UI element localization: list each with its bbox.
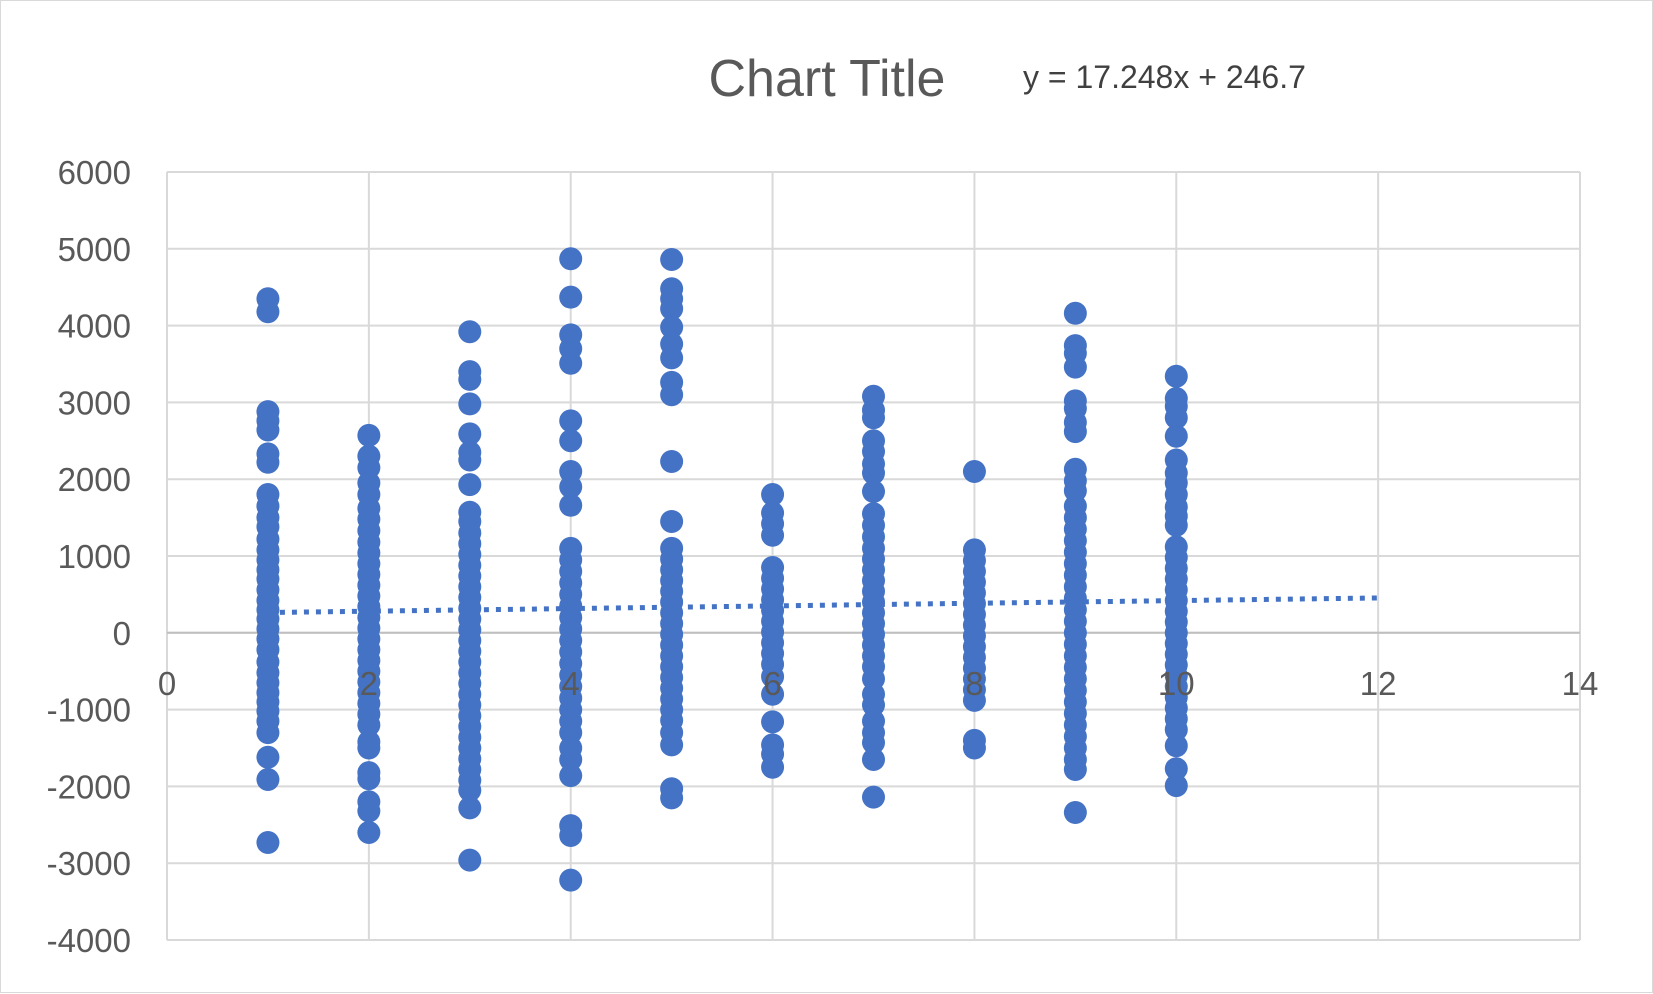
data-point bbox=[559, 748, 583, 772]
data-point bbox=[1164, 406, 1188, 430]
data-point bbox=[862, 693, 885, 717]
y-tick-label: 2000 bbox=[58, 461, 131, 498]
data-point bbox=[862, 785, 885, 809]
data-point bbox=[458, 320, 482, 344]
data-point bbox=[761, 483, 785, 507]
data-point bbox=[1063, 301, 1087, 325]
trendline-line bbox=[267, 595, 1379, 616]
data-point bbox=[761, 710, 785, 734]
data-point bbox=[1164, 513, 1188, 537]
data-point bbox=[761, 665, 785, 689]
trendline-equation: y = 17.248x + 246.7 bbox=[1023, 59, 1306, 95]
data-point bbox=[660, 450, 684, 474]
y-tick-label: 4000 bbox=[58, 308, 131, 345]
data-point bbox=[357, 713, 381, 737]
x-tick-label: 0 bbox=[158, 665, 176, 702]
data-point bbox=[357, 423, 381, 447]
data-point bbox=[761, 755, 785, 779]
data-point bbox=[559, 429, 583, 453]
x-tick-label: 6 bbox=[763, 665, 781, 702]
x-tick-label: 12 bbox=[1360, 665, 1397, 702]
data-point bbox=[256, 418, 280, 442]
data-point bbox=[1164, 734, 1188, 758]
data-point bbox=[458, 778, 482, 802]
data-point bbox=[660, 315, 684, 339]
data-point bbox=[660, 346, 684, 370]
data-point bbox=[660, 297, 684, 321]
data-point bbox=[962, 460, 986, 484]
data-point bbox=[1164, 424, 1188, 448]
data-point bbox=[862, 731, 885, 755]
data-point bbox=[559, 351, 583, 375]
y-tick-label: -4000 bbox=[47, 922, 131, 959]
data-point bbox=[559, 764, 583, 788]
data-point bbox=[559, 409, 583, 433]
data-points bbox=[256, 247, 1188, 892]
data-point bbox=[256, 300, 280, 324]
data-point bbox=[1063, 355, 1087, 379]
data-point bbox=[660, 383, 684, 407]
data-point bbox=[458, 448, 482, 472]
data-point bbox=[1063, 758, 1087, 782]
data-point bbox=[458, 367, 482, 391]
data-point bbox=[458, 422, 482, 446]
y-tick-label: 5000 bbox=[58, 231, 131, 268]
x-tick-label: 10 bbox=[1158, 665, 1195, 702]
data-point bbox=[559, 475, 583, 499]
y-tick-label: 6000 bbox=[58, 154, 131, 191]
y-tick-label: -2000 bbox=[47, 768, 131, 805]
x-tick-label: 4 bbox=[562, 665, 580, 702]
data-point bbox=[1164, 757, 1188, 781]
data-point bbox=[962, 688, 986, 712]
data-point bbox=[357, 736, 381, 760]
data-point bbox=[660, 248, 684, 272]
data-point bbox=[962, 736, 986, 760]
data-point bbox=[458, 392, 482, 416]
data-point bbox=[357, 799, 381, 823]
data-point bbox=[660, 733, 684, 757]
x-tick-label: 2 bbox=[360, 665, 378, 702]
x-tick-label: 8 bbox=[965, 665, 983, 702]
y-tick-label: 0 bbox=[113, 615, 131, 652]
data-point bbox=[256, 830, 280, 854]
data-point bbox=[1164, 718, 1188, 742]
data-point bbox=[862, 748, 885, 772]
data-point bbox=[559, 247, 583, 271]
data-point bbox=[559, 493, 583, 517]
data-point bbox=[1063, 801, 1087, 825]
y-tick-label: -1000 bbox=[47, 692, 131, 729]
data-point bbox=[256, 767, 280, 791]
data-point bbox=[559, 824, 583, 848]
data-point bbox=[862, 461, 885, 485]
data-point bbox=[458, 473, 482, 497]
data-point bbox=[559, 285, 583, 309]
data-point bbox=[357, 820, 381, 844]
data-point bbox=[256, 745, 280, 769]
data-point bbox=[458, 848, 482, 872]
trendline bbox=[267, 595, 1379, 616]
data-point bbox=[761, 682, 785, 706]
data-point bbox=[256, 450, 280, 474]
data-point bbox=[1063, 420, 1087, 444]
data-point bbox=[357, 767, 381, 791]
y-tick-label: 3000 bbox=[58, 384, 131, 421]
x-tick-label: 14 bbox=[1562, 665, 1599, 702]
data-point bbox=[256, 721, 280, 745]
data-point bbox=[761, 523, 785, 547]
data-point bbox=[1164, 364, 1188, 388]
data-point bbox=[1164, 774, 1188, 798]
data-point bbox=[862, 479, 885, 503]
data-point bbox=[458, 796, 482, 820]
data-point bbox=[862, 406, 885, 430]
tick-labels: 6000 5000 4000 3000 2000 1000 0 -1000 -2000 -3000… bbox=[47, 154, 1599, 959]
chart-title: Chart Title bbox=[709, 50, 946, 108]
data-point bbox=[660, 786, 684, 810]
y-tick-label: 1000 bbox=[58, 538, 131, 575]
y-tick-label: -3000 bbox=[47, 845, 131, 882]
data-point bbox=[559, 868, 583, 892]
data-point bbox=[660, 509, 684, 533]
